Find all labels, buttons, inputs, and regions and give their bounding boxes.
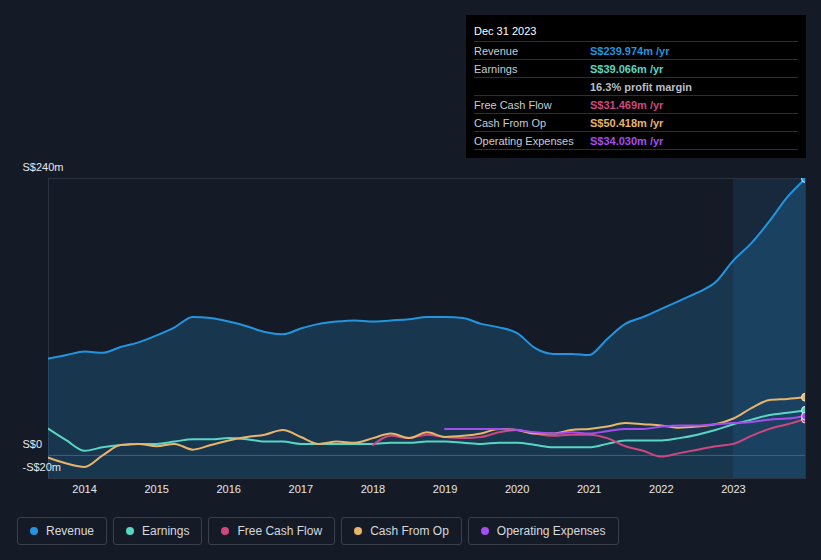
svg-text:S$240m: S$240m <box>23 161 64 173</box>
html-text:S$39.066m /yr: S$39.066m /yr <box>590 62 664 75</box>
html-text:S$50.418m /yr: S$50.418m /yr <box>590 116 664 129</box>
html-text:Operating Expenses: Operating Expenses <box>474 134 574 147</box>
svg-text:2016: 2016 <box>216 483 240 495</box>
html-text:Cash From Op: Cash From Op <box>370 524 449 538</box>
html-text:Operating Expenses: Operating Expenses <box>496 524 606 538</box>
svg-text:2020: 2020 <box>505 483 529 495</box>
html-text:Revenue: Revenue <box>46 524 94 538</box>
html-text:Dec 31 2023: Dec 31 2023 <box>474 25 537 37</box>
html-text:Free Cash Flow: Free Cash Flow <box>237 524 323 538</box>
html-text:S$239.974m /yr: S$239.974m /yr <box>590 44 670 57</box>
svg-text:2023: 2023 <box>721 483 745 495</box>
svg-text:2017: 2017 <box>289 483 313 495</box>
html-text:16.3% profit margin: 16.3% profit margin <box>590 80 693 93</box>
html-text:Earnings: Earnings <box>474 62 518 75</box>
svg-text:S$0: S$0 <box>23 438 43 450</box>
svg-text:-S$20m: -S$20m <box>23 461 62 473</box>
html-text:Free Cash Flow: Free Cash Flow <box>474 98 552 111</box>
html-text:Cash From Op: Cash From Op <box>474 116 547 129</box>
svg-text:2015: 2015 <box>144 483 168 495</box>
html-text:Revenue: Revenue <box>474 44 518 57</box>
html-text:Earnings: Earnings <box>142 524 190 538</box>
svg-text:2018: 2018 <box>361 483 385 495</box>
html-text:S$31.469m /yr: S$31.469m /yr <box>590 98 664 111</box>
svg-text:2014: 2014 <box>72 483 96 495</box>
html-text:S$34.030m /yr: S$34.030m /yr <box>590 134 664 147</box>
svg-text:2022: 2022 <box>649 483 673 495</box>
svg-text:2021: 2021 <box>577 483 601 495</box>
svg-text:2019: 2019 <box>433 483 457 495</box>
